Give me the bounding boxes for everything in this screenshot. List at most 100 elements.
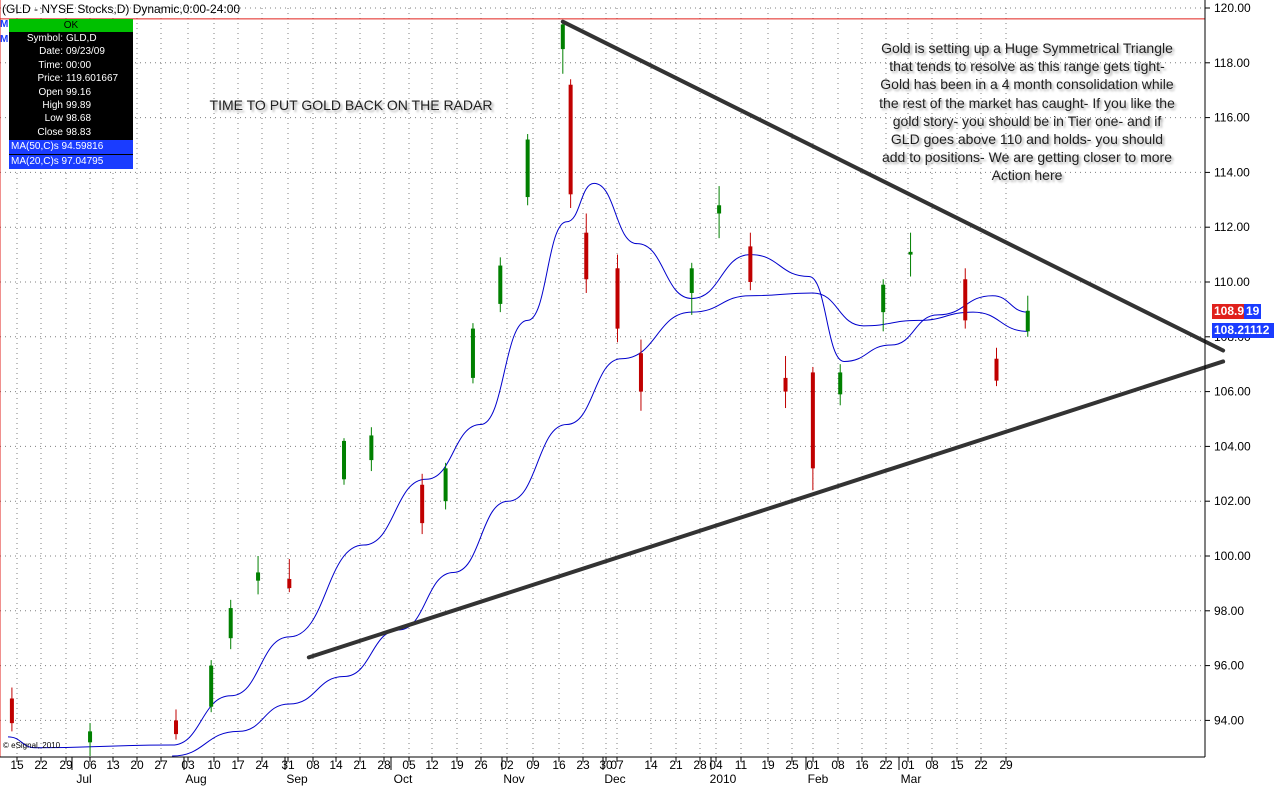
trendlines — [306, 19, 1226, 660]
candle-body — [1025, 310, 1030, 332]
date-tick-label: 07 — [610, 758, 624, 772]
study-marker: M — [0, 19, 9, 30]
price-tick-label: 118.00 — [1214, 56, 1250, 70]
price-tick-label: 96.00 — [1214, 659, 1244, 673]
month-label: Nov — [503, 772, 524, 786]
price-tick-label: 114.00 — [1214, 165, 1250, 179]
cursor-label: Close — [37, 126, 63, 138]
ma-price-tag: 108.21112 — [1212, 323, 1274, 338]
date-tick-label: 08 — [306, 758, 320, 772]
cursor-value: 99.16 — [66, 86, 92, 98]
price-tick-label: 106.00 — [1214, 385, 1251, 399]
study-marker: M — [0, 34, 9, 45]
chart-title: (GLD - NYSE Stocks,D) Dynamic,0:00-24:00 — [2, 2, 241, 16]
cursor-row: Open 99.16 — [9, 86, 133, 99]
date-tick-label: 21 — [669, 758, 683, 772]
candle-body — [584, 232, 589, 280]
price-tick-label: 102.00 — [1214, 494, 1251, 508]
date-tick-label: 19 — [761, 758, 775, 772]
candle-body — [443, 468, 448, 502]
candle-body — [498, 265, 503, 304]
date-tick-label: 26 — [474, 758, 488, 772]
date-tick-label: 27 — [154, 758, 168, 772]
candle-body — [88, 731, 93, 743]
candle-body — [963, 279, 968, 321]
candle-body — [908, 251, 913, 255]
date-tick-label: 15 — [950, 758, 964, 772]
month-label: Jul — [76, 772, 91, 786]
date-tick-label: 22 — [974, 758, 988, 772]
date-tick-label: 23 — [576, 758, 590, 772]
date-tick-label: 19 — [450, 758, 464, 772]
trendline-upper — [560, 19, 1226, 353]
date-tick-label: 24 — [255, 758, 269, 772]
date-tick-label: 08 — [831, 758, 845, 772]
ma-line-ma50cs — [172, 292, 1028, 757]
price-tick-label: 120.00 — [1214, 1, 1251, 15]
date-tick-label: 01 — [806, 758, 820, 772]
date-tick-label: 22 — [879, 758, 893, 772]
candle-body — [810, 372, 815, 469]
cursor-status[interactable]: OK — [9, 19, 133, 32]
cursor-value: 00:00 — [66, 59, 92, 71]
date-tick-label: 02 — [500, 758, 514, 772]
last-price-tag-tail: 19 — [1244, 304, 1262, 319]
cursor-label: Date: — [39, 46, 63, 58]
candle-body — [174, 720, 179, 735]
candle-body — [994, 358, 999, 381]
grid-layer — [0, 7, 1205, 757]
price-tick-label: 98.00 — [1214, 604, 1244, 618]
candle-body — [838, 372, 843, 395]
candle-body — [287, 579, 292, 589]
date-tick-label: 09 — [526, 758, 540, 772]
date-tick-label: 06 — [83, 758, 97, 772]
date-tick-label: 25 — [785, 758, 799, 772]
ma20-readout: MA(20,C)s 97.04795 — [9, 154, 133, 170]
esignal-watermark: © eSignal, 2010 — [3, 741, 61, 750]
candle-body — [783, 377, 788, 392]
candle-body — [638, 353, 643, 392]
date-tick-label: 16 — [855, 758, 869, 772]
candle-body — [9, 698, 14, 724]
date-tick-label: 14 — [329, 758, 343, 772]
date-tick-label: 08 — [925, 758, 939, 772]
annotation-right: Gold is setting up a Huge Symmetrical Tr… — [879, 40, 1175, 184]
candle-body — [560, 24, 565, 50]
cursor-row: Price: 119.601667 — [9, 72, 133, 85]
date-tick-label: 03 — [181, 758, 195, 772]
cursor-window: OK Symbol: GLD,D Date: 09/23/09 Time: 00:00… — [9, 19, 133, 170]
candle-body — [369, 435, 374, 461]
cursor-label: Low — [44, 113, 63, 125]
date-tick-label: 22 — [34, 758, 48, 772]
month-label: Feb — [808, 772, 829, 786]
candle-body — [748, 246, 753, 282]
month-label: Mar — [901, 772, 922, 786]
candle-body — [228, 608, 233, 639]
date-tick-label: 13 — [106, 758, 120, 772]
cursor-value: 09/23/09 — [66, 46, 105, 58]
date-tick-label: 10 — [207, 758, 221, 772]
cursor-value: 119.601667 — [66, 73, 119, 85]
annotation-left: TIME TO PUT GOLD BACK ON THE RADAR — [209, 97, 493, 113]
cursor-row: High 99.89 — [9, 99, 133, 112]
crosshair — [0, 0, 1205, 757]
month-label: Aug — [185, 772, 206, 786]
ma-line-ma20cs — [7, 182, 1028, 749]
candle-body — [717, 205, 722, 214]
candle-body — [881, 284, 886, 313]
cursor-label: Price: — [37, 73, 63, 85]
date-tick-label: 14 — [644, 758, 658, 772]
trendline-lower — [306, 359, 1226, 660]
date-tick-label: 29 — [999, 758, 1013, 772]
last-price-tag: 108.95 — [1212, 304, 1251, 319]
candle-body — [420, 484, 425, 524]
cursor-row: Close 98.83 — [9, 126, 133, 139]
date-tick-label: 04 — [709, 758, 723, 772]
date-tick-label: 21 — [353, 758, 367, 772]
price-tick-label: 116.00 — [1214, 111, 1250, 125]
axes: 94.00 96.00 98.00 100.00 102.00 104.00 106.00 1… — [0, 0, 1251, 786]
price-tick-label: 100.00 — [1214, 549, 1251, 563]
candle-body — [470, 328, 475, 378]
